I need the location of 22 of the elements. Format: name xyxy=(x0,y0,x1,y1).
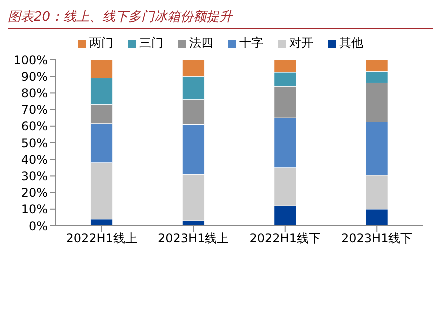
x-tick-label: 2022H1线上 xyxy=(66,232,138,246)
legend-label: 对开 xyxy=(290,35,314,52)
y-tick-label: 10% xyxy=(21,202,48,217)
y-tick-label: 40% xyxy=(21,152,48,167)
y-tick-label: 60% xyxy=(21,120,48,134)
y-tick-label: 30% xyxy=(21,169,48,184)
legend-label: 法四 xyxy=(190,35,214,52)
y-tick-label: 50% xyxy=(21,136,48,150)
y-tick-label: 100% xyxy=(14,53,48,68)
legend-label: 十字 xyxy=(240,35,264,52)
x-tick-label: 2023H1线下 xyxy=(342,232,413,246)
legend-label: 其他 xyxy=(340,35,364,52)
legend-label: 两门 xyxy=(90,35,114,52)
x-tick-label: 2023H1线上 xyxy=(158,232,230,246)
legend-label: 三门 xyxy=(140,35,164,52)
chart-title: 图表20：线上、线下多门冰箱份额提升 xyxy=(8,8,433,29)
y-tick-label: 0% xyxy=(28,219,48,234)
y-tick-label: 70% xyxy=(21,103,48,118)
x-tick-label: 2022H1线下 xyxy=(250,232,321,246)
y-tick-label: 20% xyxy=(21,186,48,200)
y-tick-label: 90% xyxy=(21,70,48,84)
y-tick-label: 80% xyxy=(21,86,48,100)
